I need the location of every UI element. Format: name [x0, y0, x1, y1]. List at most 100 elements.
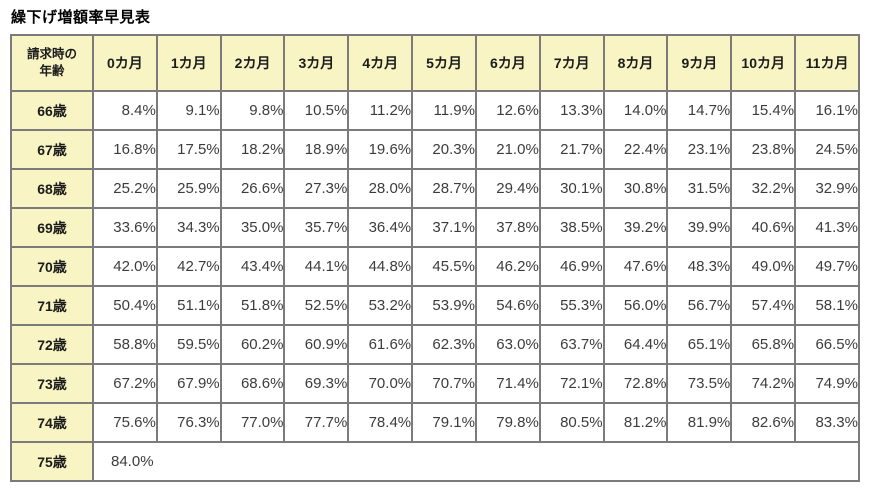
rate-cell: 35.7% [283, 207, 350, 248]
rate-cell: 52.5% [283, 285, 350, 326]
rate-cell: 40.6% [730, 207, 797, 248]
rate-cell: 67.9% [155, 363, 222, 404]
rate-cell: 56.7% [666, 285, 733, 326]
rate-cell: 79.8% [474, 402, 541, 443]
rate-cell: 43.4% [219, 246, 286, 287]
header-row: 請求時の 年齢 0カ月 1カ月 2カ月 3カ月 4カ月 5カ月 6カ月 7カ月 8カ月 9カ月 10カ月… [10, 34, 860, 92]
rate-cell: 83.3% [794, 402, 860, 443]
rate-cell: 68.6% [219, 363, 286, 404]
month-header-cell-1: 1カ月 [155, 34, 222, 92]
rate-cell: 53.9% [411, 285, 477, 326]
rate-cell: 11.2% [347, 90, 414, 131]
rate-cell: 48.3% [666, 246, 733, 287]
table-row: 73歳 67.2% 67.9% 68.6% 69.3% 70.0% 70.7% 71.4% 72… [10, 363, 860, 404]
rate-cell: 70.0% [347, 363, 414, 404]
month-header-cell-10: 10カ月 [730, 34, 797, 92]
rate-cell: 51.1% [155, 285, 222, 326]
month-header-cell-11: 11カ月 [794, 34, 860, 92]
age-corner-header: 請求時の 年齢 [10, 34, 94, 92]
table-row: 74歳 75.6% 76.3% 77.0% 77.7% 78.4% 79.1% 79.8% 80… [10, 402, 860, 443]
rate-cell: 82.6% [730, 402, 797, 443]
age-cell: 74歳 [10, 402, 94, 443]
rate-cell: 18.2% [219, 129, 286, 170]
rate-cell: 50.4% [92, 285, 158, 326]
rate-cell: 39.2% [602, 207, 669, 248]
month-header-cell-0: 0カ月 [92, 34, 158, 92]
rate-cell: 54.6% [474, 285, 541, 326]
table-row: 69歳 33.6% 34.3% 35.0% 35.7% 36.4% 37.1% 37.8% 38… [10, 207, 860, 248]
rate-cell: 14.7% [666, 90, 733, 131]
rate-cell: 66.5% [794, 324, 860, 365]
rate-cell: 34.3% [155, 207, 222, 248]
rate-cell: 30.8% [602, 168, 669, 209]
rate-cell: 13.3% [538, 90, 605, 131]
rate-cell: 74.9% [794, 363, 860, 404]
rate-cell: 62.3% [411, 324, 477, 365]
rate-cell: 21.0% [474, 129, 541, 170]
table-row: 72歳 58.8% 59.5% 60.2% 60.9% 61.6% 62.3% 63.0% 63… [10, 324, 860, 365]
rate-cell: 23.8% [730, 129, 797, 170]
rate-cell: 21.7% [538, 129, 605, 170]
rate-cell: 35.0% [219, 207, 286, 248]
age-cell: 71歳 [10, 285, 94, 326]
rate-cell: 23.1% [666, 129, 733, 170]
month-header-cell-5: 5カ月 [411, 34, 477, 92]
rate-cell: 58.8% [92, 324, 158, 365]
rate-cell: 19.6% [347, 129, 414, 170]
rate-cell: 71.4% [474, 363, 541, 404]
rate-cell: 10.5% [283, 90, 350, 131]
age-cell: 73歳 [10, 363, 94, 404]
rate-cell: 32.2% [730, 168, 797, 209]
rate-cell: 45.5% [411, 246, 477, 287]
rate-cell: 12.6% [474, 90, 541, 131]
table-row: 68歳 25.2% 25.9% 26.6% 27.3% 28.0% 28.7% 29.4% 30… [10, 168, 860, 209]
rate-cell: 15.4% [730, 90, 797, 131]
table-header: 請求時の 年齢 0カ月 1カ月 2カ月 3カ月 4カ月 5カ月 6カ月 7カ月 8カ月 9カ月 10カ月… [10, 34, 860, 92]
rate-cell: 64.4% [602, 324, 669, 365]
rate-cell: 65.8% [730, 324, 797, 365]
rate-cell: 28.7% [411, 168, 477, 209]
rate-cell: 38.5% [538, 207, 605, 248]
rate-cell: 79.1% [411, 402, 477, 443]
rate-cell: 70.7% [411, 363, 477, 404]
rate-cell: 51.8% [219, 285, 286, 326]
rate-cell: 31.5% [666, 168, 733, 209]
rate-cell: 37.8% [474, 207, 541, 248]
age-cell: 72歳 [10, 324, 94, 365]
page: 繰下げ増額率早見表 請求時の 年齢 0カ月 1カ月 2カ月 3カ月 4カ月 5カ月 6カ月 7カ月… [10, 9, 860, 482]
rate-cell: 16.8% [92, 129, 158, 170]
rate-cell: 44.8% [347, 246, 414, 287]
rate-cell: 46.9% [538, 246, 605, 287]
rate-cell: 47.6% [602, 246, 669, 287]
rate-cell: 60.9% [283, 324, 350, 365]
rate-cell: 65.1% [666, 324, 733, 365]
rate-cell: 17.5% [155, 129, 222, 170]
rate-cell: 55.3% [538, 285, 605, 326]
rate-cell: 69.3% [283, 363, 350, 404]
rate-cell: 59.5% [155, 324, 222, 365]
rate-cell: 20.3% [411, 129, 477, 170]
rate-cell: 72.1% [538, 363, 605, 404]
table-body: 66歳 8.4% 9.1% 9.8% 10.5% 11.2% 11.9% 12.6% 13.3%… [10, 90, 860, 482]
rate-cell: 30.1% [538, 168, 605, 209]
rate-cell: 72.8% [602, 363, 669, 404]
age-cell: 67歳 [10, 129, 94, 170]
month-header-cell-6: 6カ月 [474, 34, 541, 92]
rate-cell: 16.1% [794, 90, 860, 131]
age-cell: 68歳 [10, 168, 94, 209]
age-cell: 66歳 [10, 90, 94, 131]
age-cell: 75歳 [10, 441, 94, 482]
rate-cell: 77.0% [219, 402, 286, 443]
rate-cell: 73.5% [666, 363, 733, 404]
month-header-cell-4: 4カ月 [347, 34, 414, 92]
rate-cell: 58.1% [794, 285, 860, 326]
rate-cell: 39.9% [666, 207, 733, 248]
rate-cell: 25.2% [92, 168, 158, 209]
rate-cell: 33.6% [92, 207, 158, 248]
month-header-cell-9: 9カ月 [666, 34, 733, 92]
rate-cell: 37.1% [411, 207, 477, 248]
rate-cell: 29.4% [474, 168, 541, 209]
rate-cell: 61.6% [347, 324, 414, 365]
rate-cell: 63.0% [474, 324, 541, 365]
rate-cell: 22.4% [602, 129, 669, 170]
